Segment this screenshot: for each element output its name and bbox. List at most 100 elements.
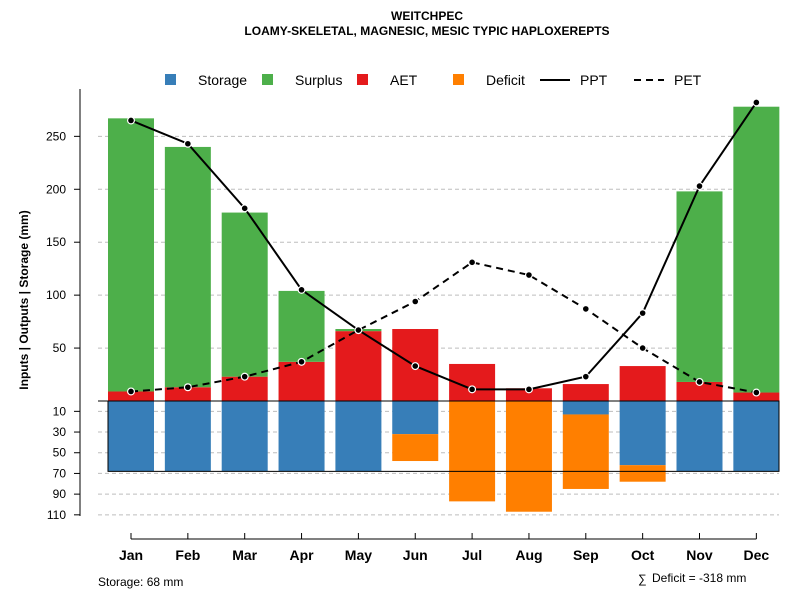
pet-line [130,261,757,394]
ppt-point-jun [411,362,420,371]
legend-label-surplus: Surplus [295,72,342,88]
y-tick-label-30: 30 [53,425,67,439]
deficit-bar-jun [392,434,439,462]
ppt-point-may [354,326,363,335]
aet-bar-jan [108,391,154,401]
ppt-point-apr [297,285,306,294]
storage-bar-oct [619,401,666,466]
aet-bar-sep [562,384,609,401]
surplus-bar-mar [221,212,268,377]
surplus-bar-apr [278,290,325,362]
surplus-bar-jan [108,118,154,392]
surplus-bar-feb [164,146,211,388]
ppt-point-dec [752,98,761,107]
deficit-note: Deficit = -318 mm [652,571,746,585]
ppt-point-feb [183,139,192,148]
x-tick-label-jul: Jul [462,547,482,563]
x-tick-label-mar: Mar [232,547,257,563]
x-tick-label-feb: Feb [175,547,200,563]
storage-bar-nov [676,401,723,472]
sum-symbol: ∑ [638,572,647,586]
ppt-point-jul [468,385,477,394]
legend-swatch-aet [357,74,368,85]
pet-point-mar [240,372,249,381]
storage-bar-jan [108,401,154,472]
x-tick-label-jan: Jan [119,547,143,563]
pet-point-jun [411,297,420,306]
pet-point-feb [183,383,192,392]
aet-bar-oct [619,366,666,401]
y-tick-label-90: 90 [53,487,67,501]
ppt-point-oct [638,309,647,318]
x-tick-label-jun: Jun [403,547,428,563]
aet-bar-aug [505,388,552,401]
x-tick-label-oct: Oct [631,547,655,563]
aet-bar-mar [221,376,268,401]
pet-point-aug [524,271,533,280]
x-tick-label-dec: Dec [744,547,770,563]
surplus-bar-nov [676,191,723,382]
aet-bar-dec [733,392,780,401]
surplus-bar-dec [733,106,780,393]
aet-bar-apr [278,361,325,401]
pet-point-oct [638,344,647,353]
lower-bars [98,400,780,512]
pet-point-sep [581,304,590,313]
chart-title: WEITCHPEC [391,9,463,23]
storage-bar-feb [164,401,211,472]
ppt-point-jan [126,116,135,125]
legend-swatch-storage [165,74,176,85]
legend-label-pet: PET [674,72,702,88]
legend-label-aet: AET [390,72,418,88]
x-tick-label-apr: Apr [289,547,314,563]
x-tick-label-nov: Nov [686,547,713,563]
chart-subtitle: LOAMY-SKELETAL, MAGNESIC, MESIC TYPIC HA… [244,24,609,38]
storage-bar-mar [221,401,268,472]
pet-point-nov [695,377,704,386]
storage-bar-may [335,401,382,472]
y-tick-label-150: 150 [46,235,66,249]
storage-note: Storage: 68 mm [98,575,183,589]
deficit-bar-oct [619,465,666,482]
y-tick-label-50: 50 [53,446,67,460]
y-tick-label-50: 50 [53,341,67,355]
y-tick-label-110: 110 [47,508,66,522]
aet-bar-may [335,331,382,401]
ppt-line [130,101,758,391]
aet-bar-nov [676,381,723,401]
storage-bar-apr [278,401,325,472]
y-tick-label-250: 250 [46,129,66,143]
x-tick-label-may: May [345,547,372,563]
y-tick-label-70: 70 [53,466,67,480]
y-axis-label: Inputs | Outputs | Storage (mm) [17,210,31,389]
x-tick-label-sep: Sep [573,547,599,563]
ppt-point-nov [695,182,704,191]
pet-point-dec [752,388,761,397]
deficit-bar-sep [562,414,609,489]
legend-swatch-surplus [262,74,273,85]
legend: Storage Surplus AET Deficit PPT PET [165,72,702,88]
legend-label-deficit: Deficit [486,72,525,88]
pet-point-jul [468,258,477,267]
legend-label-ppt: PPT [580,72,608,88]
y-tick-label-200: 200 [46,182,66,196]
upper-bars [108,106,780,401]
grid-lines [98,135,779,516]
ppt-point-aug [524,385,533,394]
pet-point-apr [297,357,306,366]
series-lines [126,98,761,397]
x-tick-label-aug: Aug [515,547,542,563]
aet-bar-feb [164,387,211,401]
ppt-point-sep [581,372,590,381]
legend-label-storage: Storage [198,72,247,88]
deficit-bar-jul [449,401,496,502]
pet-point-jan [126,387,135,396]
storage-bar-dec [733,401,780,472]
storage-bar-jun [392,401,439,435]
y-tick-label-10: 10 [53,404,67,418]
ppt-point-mar [240,204,249,213]
y-tick-label-100: 100 [46,288,66,302]
axes: 50 100 150 200 250 10 30 50 70 90 110 Jan Feb Mar Apr M… [46,89,769,563]
deficit-bar-aug [505,401,552,512]
